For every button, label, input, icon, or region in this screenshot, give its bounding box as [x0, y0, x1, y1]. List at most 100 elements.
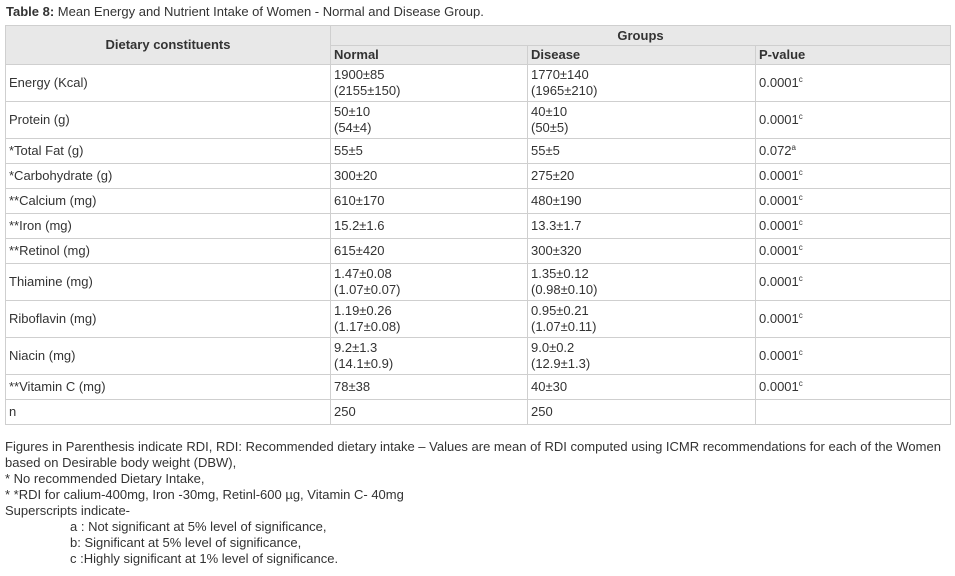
table-row: *Carbohydrate (g) 300±20 275±20 0.0001c — [5, 163, 952, 189]
normal-cell: 610±170 — [330, 188, 528, 214]
normal-value: (54±4) — [334, 120, 372, 135]
disease-cell: 13.3±1.7 — [527, 213, 756, 239]
row-label: **Retinol (mg) — [5, 238, 331, 264]
normal-value: 610±170 — [334, 193, 385, 208]
row-label: **Vitamin C (mg) — [5, 374, 331, 400]
table-row: **Retinol (mg) 615±420 300±320 0.0001c — [5, 238, 952, 264]
significance-superscript: c — [798, 379, 803, 388]
pvalue: 0.0001 — [759, 348, 799, 363]
normal-value: 9.2±1.3 — [334, 340, 378, 355]
pvalue-cell: 0.0001c — [754, 64, 952, 102]
table-row: **Calcium (mg) 610±170 480±190 0.0001c — [5, 188, 952, 214]
disease-value: (12.9±1.3) — [531, 356, 591, 371]
significance-superscript: c — [798, 112, 803, 121]
disease-value: 300±320 — [531, 243, 582, 258]
normal-cell: 1900±85 (2155±150) — [330, 64, 528, 102]
pvalue: 0.072 — [759, 143, 792, 158]
table-row: *Total Fat (g) 55±5 55±5 0.072a — [5, 138, 952, 164]
disease-value: 480±190 — [531, 193, 582, 208]
table-row: Riboflavin (mg) 1.19±0.26 (1.17±0.08) 0.95±… — [5, 300, 952, 338]
note-sig-c: c :Highly significant at 1% level of sig… — [70, 551, 339, 566]
header-dietary: Dietary constituents — [5, 25, 331, 65]
normal-cell: 300±20 — [330, 163, 528, 189]
row-label: *Carbohydrate (g) — [5, 163, 331, 189]
normal-value: 300±20 — [334, 168, 378, 183]
pvalue: 0.0001 — [759, 243, 799, 258]
pvalue: 0.0001 — [759, 112, 799, 127]
pvalue: 0.0001 — [759, 311, 799, 326]
table-row: Protein (g) 50±10 (54±4) 40±10 (50±5) 0.0001c — [5, 101, 952, 139]
disease-value: 275±20 — [531, 168, 575, 183]
disease-cell: 0.95±0.21 (1.07±0.11) — [527, 300, 756, 338]
normal-value: 250 — [334, 404, 356, 419]
significance-superscript: c — [798, 193, 803, 202]
disease-value: (50±5) — [531, 120, 569, 135]
pvalue-cell: 0.0001c — [754, 300, 952, 338]
normal-cell: 9.2±1.3 (14.1±0.9) — [330, 337, 528, 375]
normal-value: 1900±85 — [334, 67, 385, 82]
normal-value: (14.1±0.9) — [334, 356, 394, 371]
normal-cell: 78±38 — [330, 374, 528, 400]
caption-text: Mean Energy and Nutrient Intake of Women… — [54, 4, 484, 19]
disease-cell: 1.35±0.12 (0.98±0.10) — [527, 263, 756, 301]
normal-cell: 50±10 (54±4) — [330, 101, 528, 139]
pvalue-cell: 0.0001c — [754, 188, 952, 214]
normal-cell: 15.2±1.6 — [330, 213, 528, 239]
disease-value: 1770±140 — [531, 67, 589, 82]
row-label: Riboflavin (mg) — [5, 300, 331, 338]
disease-value: 40±30 — [531, 379, 568, 394]
normal-value: 615±420 — [334, 243, 385, 258]
row-label: Energy (Kcal) — [5, 64, 331, 102]
disease-value: (1965±210) — [531, 83, 598, 98]
header-groups: Groups — [329, 25, 952, 46]
note-rdi: Figures in Parenthesis indicate RDI, RDI… — [5, 439, 941, 470]
note-superscripts: Superscripts indicate- — [5, 503, 130, 518]
significance-superscript: c — [798, 75, 803, 84]
row-label: *Total Fat (g) — [5, 138, 331, 164]
pvalue-cell: 0.0001c — [754, 213, 952, 239]
caption-label: Table 8: — [6, 4, 55, 19]
pvalue-cell: 0.072a — [754, 138, 952, 164]
significance-superscript: c — [798, 243, 803, 252]
disease-value: 13.3±1.7 — [531, 218, 582, 233]
row-label: n — [5, 399, 331, 425]
header-pvalue: P-value — [754, 45, 952, 65]
disease-value: (1.07±0.11) — [531, 319, 597, 334]
normal-value: 50±10 — [334, 104, 371, 119]
table-row: Niacin (mg) 9.2±1.3 (14.1±0.9) 9.0±0.2 (12.9… — [5, 337, 952, 375]
significance-superscript: c — [798, 218, 803, 227]
pvalue-cell: 0.0001c — [754, 238, 952, 264]
disease-value: (0.98±0.10) — [531, 282, 598, 297]
pvalue: 0.0001 — [759, 274, 799, 289]
pvalue: 0.0001 — [759, 75, 799, 90]
normal-cell: 615±420 — [330, 238, 528, 264]
disease-value: 0.95±0.21 — [531, 303, 589, 318]
normal-value: (2155±150) — [334, 83, 401, 98]
normal-cell: 55±5 — [330, 138, 528, 164]
table-notes: Figures in Parenthesis indicate RDI, RDI… — [5, 439, 950, 567]
disease-cell: 40±30 — [527, 374, 756, 400]
disease-cell: 275±20 — [527, 163, 756, 189]
significance-superscript: c — [798, 348, 803, 357]
normal-value: 55±5 — [334, 143, 363, 158]
significance-superscript: c — [798, 274, 803, 283]
disease-cell: 1770±140 (1965±210) — [527, 64, 756, 102]
table-caption: Table 8: Mean Energy and Nutrient Intake… — [6, 3, 484, 20]
disease-cell: 480±190 — [527, 188, 756, 214]
disease-value: 1.35±0.12 — [531, 266, 589, 281]
significance-superscript: c — [798, 311, 803, 320]
pvalue: 0.0001 — [759, 168, 799, 183]
disease-cell: 55±5 — [527, 138, 756, 164]
normal-value: 15.2±1.6 — [334, 218, 385, 233]
normal-cell: 1.47±0.08 (1.07±0.07) — [330, 263, 528, 301]
disease-cell: 9.0±0.2 (12.9±1.3) — [527, 337, 756, 375]
table-row: **Iron (mg) 15.2±1.6 13.3±1.7 0.0001c — [5, 213, 952, 239]
pvalue: 0.0001 — [759, 379, 799, 394]
normal-value: (1.07±0.07) — [334, 282, 401, 297]
disease-value: 250 — [531, 404, 553, 419]
pvalue-cell — [754, 399, 952, 425]
pvalue-cell: 0.0001c — [754, 374, 952, 400]
normal-value: 1.19±0.26 — [334, 303, 392, 318]
row-label: Protein (g) — [5, 101, 331, 139]
normal-cell: 250 — [330, 399, 528, 425]
